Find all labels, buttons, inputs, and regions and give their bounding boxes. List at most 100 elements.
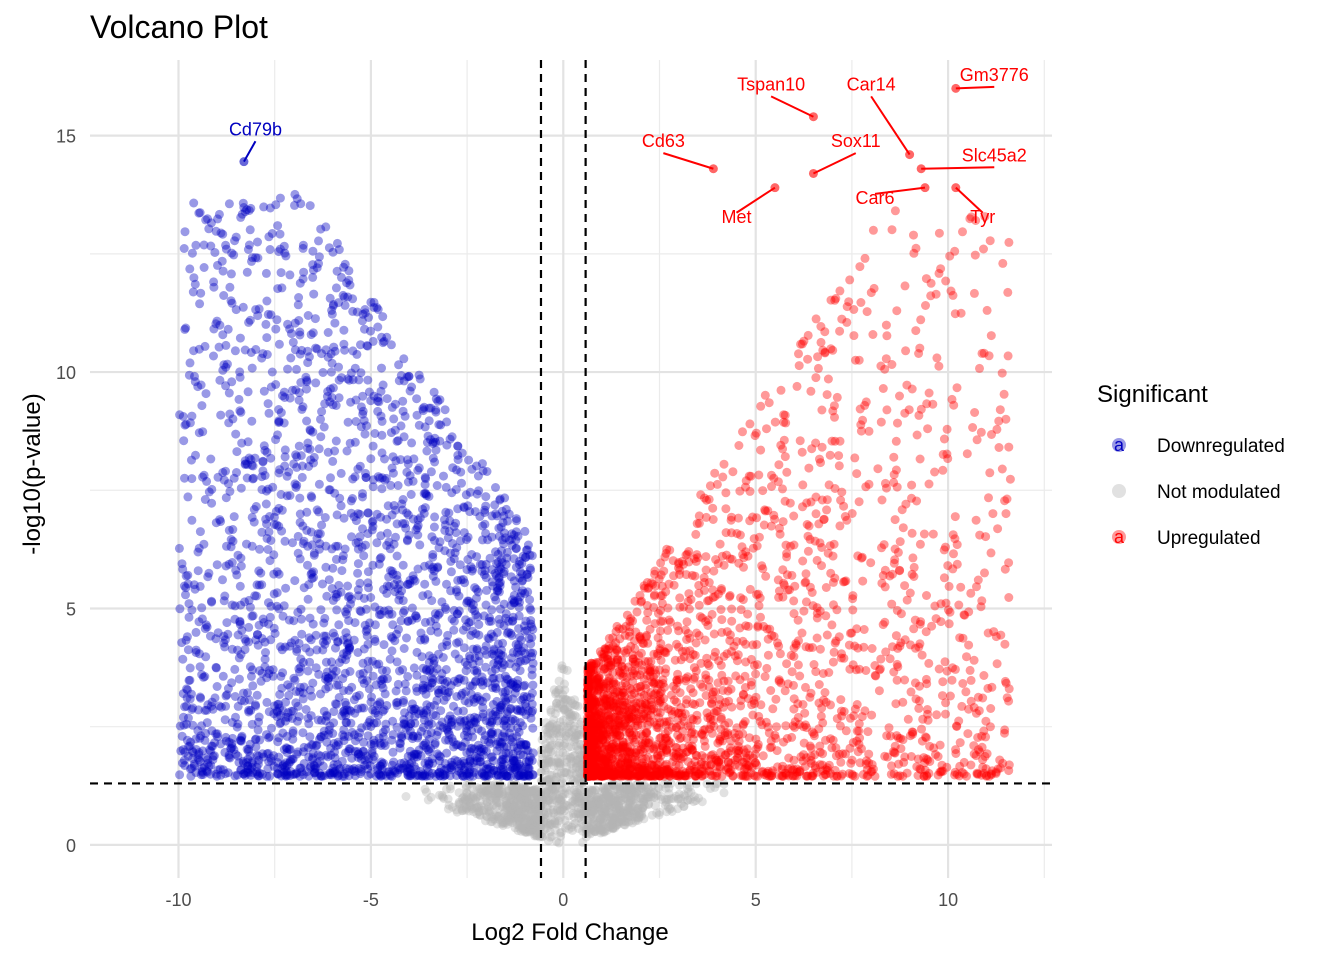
data-point	[532, 785, 542, 795]
data-point	[426, 617, 436, 626]
data-point	[523, 798, 533, 808]
data-point	[212, 682, 222, 691]
data-point	[433, 627, 443, 637]
data-point	[426, 792, 436, 802]
data-point	[540, 749, 550, 759]
data-point	[567, 711, 577, 721]
data-point	[571, 701, 581, 710]
data-point	[422, 446, 432, 456]
data-point	[529, 794, 539, 804]
data-point	[516, 635, 526, 645]
data-point	[776, 385, 786, 395]
data-point	[531, 831, 541, 841]
data-point	[261, 499, 271, 509]
data-point	[480, 731, 490, 741]
data-point	[439, 794, 449, 803]
data-point	[923, 755, 933, 765]
data-point	[481, 816, 490, 826]
data-point	[431, 405, 441, 415]
data-point	[282, 771, 292, 781]
data-point	[770, 417, 780, 427]
data-point	[491, 794, 501, 804]
data-point	[234, 674, 244, 684]
data-point	[559, 789, 569, 799]
data-point	[276, 490, 286, 499]
data-point	[305, 657, 315, 667]
data-point	[502, 628, 512, 638]
data-point	[532, 790, 542, 800]
data-point	[328, 456, 338, 466]
data-point	[482, 797, 492, 807]
data-point	[509, 590, 519, 600]
data-point	[485, 786, 495, 796]
data-point	[579, 821, 589, 831]
data-point	[326, 473, 335, 483]
data-point	[537, 735, 547, 745]
data-point	[263, 764, 273, 774]
data-point	[526, 713, 536, 723]
data-point	[627, 784, 637, 794]
data-point	[493, 639, 503, 649]
data-point	[178, 564, 188, 574]
data-point	[515, 820, 525, 830]
data-point	[621, 794, 631, 804]
data-point	[544, 785, 554, 795]
data-point	[436, 706, 446, 716]
data-point	[309, 550, 319, 560]
data-point	[547, 756, 557, 766]
data-point	[433, 727, 443, 737]
data-point	[465, 507, 475, 517]
data-point	[590, 804, 600, 814]
data-point	[756, 401, 766, 411]
data-point	[342, 647, 352, 657]
data-point	[235, 581, 245, 591]
data-point	[435, 790, 444, 800]
data-point	[525, 805, 535, 814]
data-point	[478, 712, 488, 722]
data-point	[494, 565, 504, 575]
data-point	[474, 807, 484, 817]
data-point	[530, 798, 540, 808]
data-point	[529, 787, 539, 797]
data-point	[483, 798, 493, 808]
data-point	[513, 805, 523, 815]
data-point	[203, 214, 212, 224]
data-point	[230, 346, 240, 356]
data-point	[306, 426, 315, 436]
data-point	[550, 709, 560, 719]
data-point	[204, 224, 214, 234]
data-point	[660, 800, 670, 810]
data-point	[216, 517, 226, 526]
data-point	[568, 825, 577, 835]
data-point	[557, 778, 567, 788]
data-point	[528, 680, 538, 690]
data-point	[493, 787, 502, 797]
data-point	[299, 267, 309, 277]
data-point	[497, 790, 507, 800]
data-point	[312, 645, 322, 655]
data-point	[348, 474, 358, 484]
data-point	[605, 797, 615, 807]
data-point	[632, 813, 642, 823]
data-point	[631, 794, 641, 803]
data-point	[602, 792, 612, 802]
data-point	[491, 771, 501, 781]
data-point	[531, 786, 541, 795]
data-point	[568, 801, 577, 811]
data-point	[590, 806, 600, 816]
data-point	[613, 791, 623, 800]
data-point	[690, 672, 700, 682]
data-point	[616, 807, 626, 817]
data-point	[259, 752, 268, 762]
data-point	[586, 796, 596, 806]
data-point	[531, 826, 541, 835]
data-point	[511, 543, 521, 553]
data-point	[549, 761, 559, 771]
data-point	[555, 757, 565, 767]
data-point	[321, 222, 331, 232]
data-point	[586, 829, 595, 839]
data-point	[589, 817, 599, 827]
data-point	[540, 809, 550, 819]
data-point	[213, 214, 223, 224]
data-point	[459, 528, 469, 538]
